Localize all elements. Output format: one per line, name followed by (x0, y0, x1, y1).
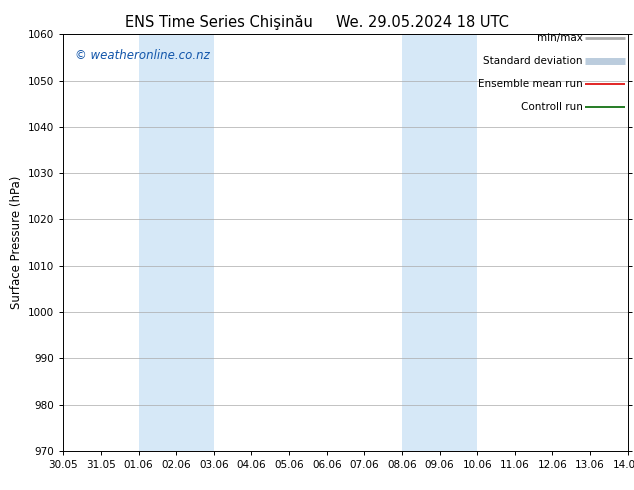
Text: © weatheronline.co.nz: © weatheronline.co.nz (75, 49, 209, 62)
Text: Standard deviation: Standard deviation (483, 56, 583, 66)
Y-axis label: Surface Pressure (hPa): Surface Pressure (hPa) (10, 176, 23, 309)
Text: Controll run: Controll run (521, 102, 583, 112)
Text: ENS Time Series Chişinău     We. 29.05.2024 18 UTC: ENS Time Series Chişinău We. 29.05.2024 … (125, 15, 509, 30)
Text: min/max: min/max (536, 33, 583, 44)
Bar (402, 34, 477, 451)
Text: Ensemble mean run: Ensemble mean run (478, 79, 583, 89)
Bar (139, 34, 214, 451)
